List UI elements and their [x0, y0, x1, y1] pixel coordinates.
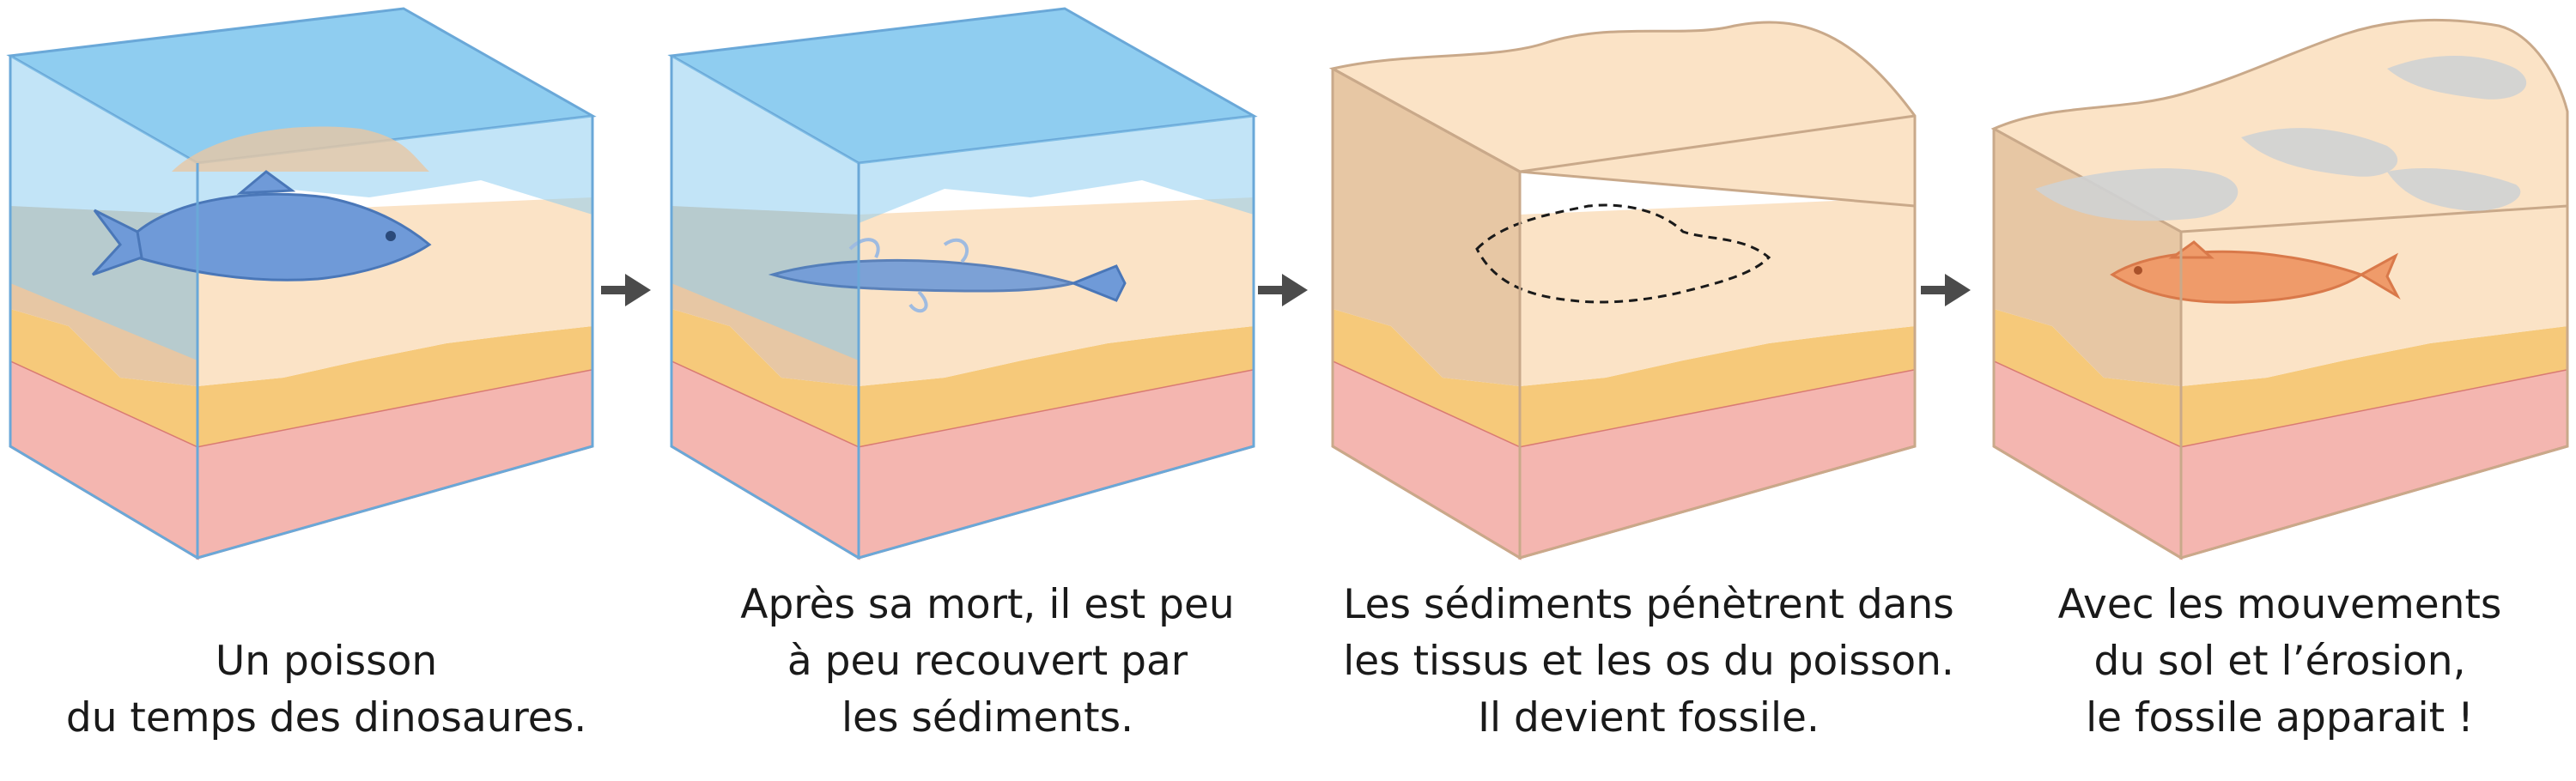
sediment-block-3: [1328, 21, 1917, 560]
caption-line: les sédiments.: [841, 694, 1134, 742]
panel-buried-fish: Après sa mort, il est peu à peu recouver…: [661, 0, 1314, 781]
caption-line: du temps des dinosaures.: [65, 694, 587, 742]
fish-outline-icon: [1475, 203, 1771, 304]
caption-line: Un poisson: [215, 638, 438, 685]
sediment-block-4: [1990, 18, 2569, 560]
caption-line: Avec les mouvements: [2057, 581, 2502, 628]
caption-line: du sol et l’érosion,: [2093, 638, 2466, 685]
caption-line: Les sédiments pénètrent dans: [1343, 581, 1954, 628]
panel-fossil-exposed: Avec les mouvements du sol et l’érosion,…: [1984, 0, 2576, 781]
fish-icon: [91, 170, 432, 282]
caption-panel-2: Après sa mort, il est peu à peu recouver…: [661, 577, 1314, 747]
panel-fossilization: Les sédiments pénètrent dans les tissus …: [1322, 0, 1975, 781]
panel-living-fish: Un poisson du temps des dinosaures.: [0, 0, 653, 781]
fish-skeleton-icon: [768, 238, 1127, 313]
caption-panel-1: Un poisson du temps des dinosaures.: [0, 633, 653, 747]
caption-line: Il devient fossile.: [1478, 694, 1820, 742]
sediment-block-1: [6, 7, 597, 560]
caption-panel-3: Les sédiments pénètrent dans les tissus …: [1322, 577, 1975, 747]
fossil-fish-icon: [2110, 240, 2401, 304]
caption-line: Après sa mort, il est peu: [740, 581, 1235, 628]
caption-line: les tissus et les os du poisson.: [1343, 638, 1954, 685]
caption-line: le fossile apparait !: [2086, 694, 2474, 742]
caption-line: à peu recouvert par: [787, 638, 1188, 685]
caption-panel-4: Avec les mouvements du sol et l’érosion,…: [1984, 577, 2576, 747]
arrow-right-icon: [601, 274, 651, 306]
arrow-right-icon: [1258, 274, 1308, 306]
arrow-right-icon: [1921, 274, 1971, 306]
sediment-block-2: [667, 7, 1258, 560]
